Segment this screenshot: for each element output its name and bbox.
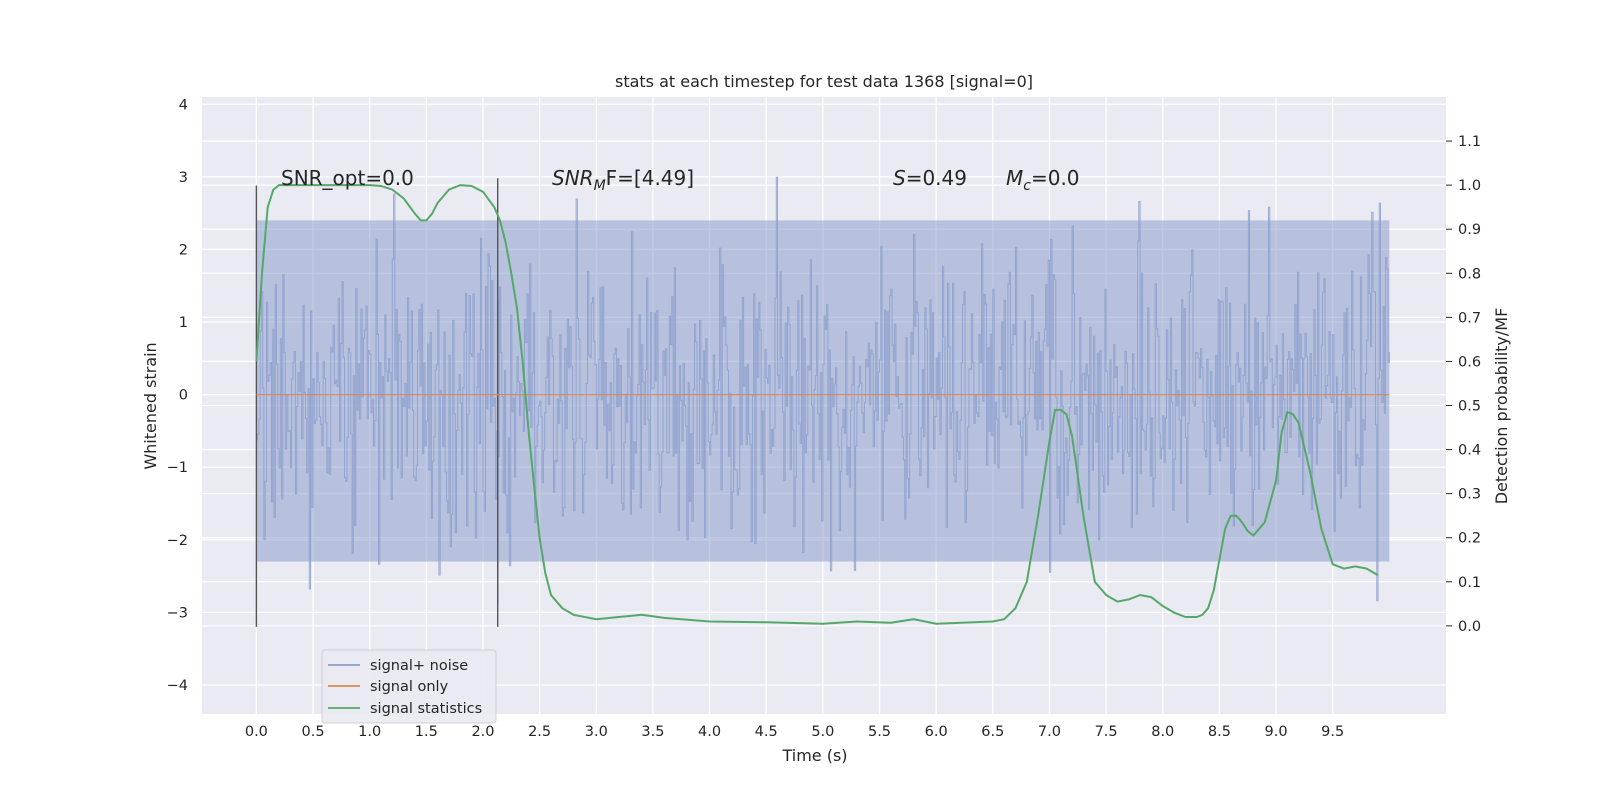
- y-tick-label-left: −3: [167, 605, 188, 621]
- noise-trace: [255, 176, 1390, 602]
- axis-ticks: 0.0 0.5 1.0 1.5 2.0 2.5 3.0 3.5 4.0 4.5 5.0 5.5 6.0 6…: [167, 97, 1481, 740]
- mc-annotation: Mc=0.0: [1006, 166, 1080, 194]
- x-tick-label: 1.5: [415, 724, 438, 740]
- x-tick-label: 5.5: [868, 724, 891, 740]
- x-tick-label: 7.0: [1038, 724, 1061, 740]
- event-markers: [255, 178, 499, 627]
- snr-mf-annotation: SNRMF=[4.49]: [552, 166, 694, 194]
- chart-title: stats at each timestep for test data 136…: [615, 72, 1033, 91]
- y-tick-label-right: 1.0: [1458, 178, 1481, 194]
- y-tick-label-left: −1: [167, 460, 188, 476]
- signal-statistics-series: [255, 184, 1379, 625]
- x-tick-label: 6.0: [925, 724, 948, 740]
- x-tick-label: 7.5: [1095, 724, 1118, 740]
- x-tick-label: 0.5: [301, 724, 324, 740]
- x-tick-label: 6.5: [981, 724, 1004, 740]
- x-tick-label: 1.0: [358, 724, 381, 740]
- x-tick-label: 5.0: [811, 724, 834, 740]
- y-tick-label-left: 3: [179, 170, 188, 186]
- y-tick-label-right: 0.6: [1458, 354, 1481, 370]
- signal-noise-series: [255, 176, 1390, 602]
- x-tick-label: 2.0: [471, 724, 494, 740]
- s-value: =0.49: [906, 166, 967, 190]
- x-tick-label: 9.0: [1265, 724, 1288, 740]
- y-axis-label-left: Whitened strain: [141, 342, 160, 469]
- snr-mf-value: F=[4.49]: [606, 166, 694, 190]
- y-tick-label-left: 1: [179, 315, 188, 331]
- y-tick-label-right: 0.7: [1458, 310, 1481, 326]
- y-tick-label-right: 1.1: [1458, 134, 1481, 150]
- y-tick-label-right: 0.3: [1458, 487, 1481, 503]
- x-tick-label: 3.0: [585, 724, 608, 740]
- x-tick-label: 3.5: [641, 724, 664, 740]
- y-tick-label-right: 0.2: [1458, 531, 1481, 547]
- x-tick-label: 8.0: [1151, 724, 1174, 740]
- y-tick-label-left: −2: [167, 533, 188, 549]
- mc-symbol: M: [1006, 166, 1023, 190]
- y-tick-label-right: 0.4: [1458, 443, 1481, 459]
- signal-statistics-line: [255, 184, 1379, 625]
- mc-value: =0.0: [1031, 166, 1080, 190]
- y-tick-label-left: 2: [179, 242, 188, 258]
- s-annotation: S=0.49: [893, 166, 967, 190]
- x-tick-label: 9.5: [1321, 724, 1344, 740]
- y-tick-label-right: 0.5: [1458, 399, 1481, 415]
- s-symbol: S: [893, 166, 906, 190]
- x-tick-label: 8.5: [1208, 724, 1231, 740]
- legend-box: [321, 649, 497, 724]
- legend-label-statistics: signal statistics: [370, 701, 482, 717]
- x-tick-label: 4.0: [698, 724, 721, 740]
- x-tick-label: 4.5: [755, 724, 778, 740]
- y-tick-label-left: 4: [179, 97, 188, 113]
- snr-mf-subscript: M: [594, 178, 606, 194]
- legend-label-noise: signal+ noise: [370, 658, 468, 674]
- y-axis-label-right: Detection probability/MF: [1492, 308, 1511, 505]
- mc-subscript: c: [1023, 178, 1031, 194]
- legend-label-signal-only: signal only: [370, 679, 449, 695]
- y-tick-label-right: 0.0: [1458, 619, 1481, 635]
- y-tick-label-left: 0: [179, 388, 188, 404]
- x-axis-label: Time (s): [781, 746, 847, 765]
- x-tick-label: 2.5: [528, 724, 551, 740]
- y-tick-label-right: 0.8: [1458, 266, 1481, 282]
- y-tick-label-left: −4: [167, 678, 188, 694]
- snr-mf-symbol: SNR: [552, 166, 594, 190]
- legend: signal+ noise signal only signal statist…: [321, 649, 497, 724]
- y-tick-label-right: 0.1: [1458, 575, 1481, 591]
- x-tick-label: 0.0: [245, 724, 268, 740]
- snr-opt-annotation: SNR_opt=0.0: [281, 166, 414, 190]
- y-tick-label-right: 0.9: [1458, 222, 1481, 238]
